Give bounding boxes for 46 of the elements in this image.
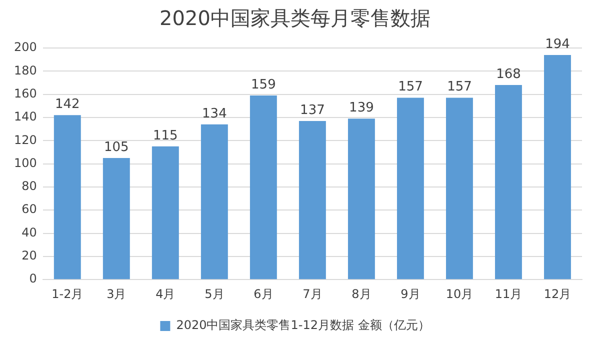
y-tick-label: 200	[14, 40, 37, 54]
bar	[348, 118, 375, 280]
y-tick-label: 40	[22, 225, 37, 240]
y-tick-label: 100	[14, 156, 37, 170]
bar	[250, 95, 277, 280]
data-label: 157	[398, 80, 423, 95]
y-tick-label: 20	[22, 248, 37, 263]
data-label: 157	[447, 80, 472, 95]
y-tick-label: 160	[14, 86, 37, 100]
y-tick-label: 0	[29, 272, 37, 286]
data-label: 139	[349, 100, 374, 116]
x-tick-label: 8月	[352, 286, 372, 301]
bar	[495, 85, 522, 280]
x-tick-label: 4月	[156, 286, 176, 301]
y-tick-label: 140	[14, 110, 37, 124]
bar	[200, 124, 228, 280]
x-tick-label: 7月	[302, 286, 322, 301]
data-label: 168	[496, 66, 521, 82]
bar	[298, 120, 326, 280]
x-tick-label: 1-2月	[52, 286, 84, 301]
x-tick-label: 10月	[446, 286, 474, 301]
x-tick-label: 12月	[544, 286, 572, 301]
x-tick-label: 6月	[254, 286, 274, 301]
data-label: 194	[545, 36, 570, 52]
x-tick-label: 5月	[204, 286, 224, 301]
bar	[152, 146, 179, 280]
chart-title: 2020中国家具类每月零售数据	[160, 6, 430, 30]
data-label: 134	[202, 106, 227, 122]
bar	[396, 98, 424, 280]
data-label: 115	[153, 128, 178, 144]
data-label: 142	[54, 97, 80, 112]
data-label: 159	[251, 77, 276, 92]
data-label: 105	[104, 140, 129, 155]
bar	[102, 158, 130, 280]
data-label: 137	[300, 102, 325, 118]
bar	[54, 115, 81, 280]
y-tick-label: 80	[22, 179, 37, 194]
x-tick-label: 11月	[494, 286, 522, 301]
bar	[544, 54, 571, 280]
bar	[446, 98, 473, 280]
legend-label: 2020中国家具类零售1-12月数据 金额（亿元）	[176, 318, 430, 332]
y-tick-label: 60	[22, 202, 37, 216]
x-tick-label: 3月	[106, 286, 126, 301]
x-tick-label: 9月	[400, 286, 420, 301]
y-tick-label: 120	[14, 132, 37, 147]
y-tick-label: 180	[14, 63, 37, 78]
